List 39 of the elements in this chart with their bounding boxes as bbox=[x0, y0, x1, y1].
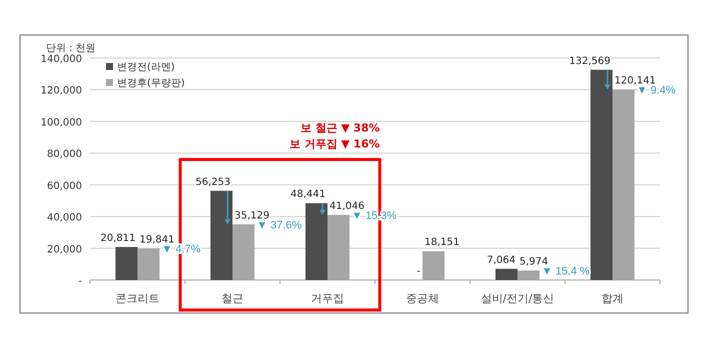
y-tick-label: 40,000 bbox=[47, 212, 82, 224]
data-label: 35,129 bbox=[234, 210, 270, 222]
bar bbox=[496, 268, 518, 280]
data-label: 7,064 bbox=[486, 254, 516, 266]
data-label: 56,253 bbox=[196, 176, 230, 188]
data-label: 19,841 bbox=[140, 234, 174, 246]
y-tick-label: 140,000 bbox=[40, 54, 82, 65]
data-label: 20,811 bbox=[100, 233, 136, 244]
data-label: 18,151 bbox=[424, 237, 460, 248]
annotation: ▼ 15.4 % bbox=[542, 266, 590, 278]
legend-label: 변경전(라멘) bbox=[117, 62, 175, 73]
y-tick-label: 60,000 bbox=[47, 180, 82, 192]
x-tick-label: 철근 bbox=[222, 292, 244, 305]
x-tick-label: 설비/전기/통신 bbox=[480, 292, 554, 305]
data-label: 120,141 bbox=[614, 75, 656, 86]
legend-label: 변경후(무량판) bbox=[117, 78, 185, 89]
x-tick-label: 중공체 bbox=[406, 292, 439, 305]
data-label: 41,046 bbox=[330, 200, 364, 212]
data-label: 132,569 bbox=[569, 56, 610, 67]
y-tick-label: - bbox=[78, 276, 82, 287]
data-label: 5,974 bbox=[520, 256, 548, 268]
annotation: 보 거푸집 ▼ 16% bbox=[289, 137, 380, 150]
annotation: 보 철근 ▼ 38% bbox=[300, 121, 380, 134]
y-axis-title: 단위 : 천원 bbox=[46, 43, 96, 54]
y-tick-label: 120,000 bbox=[40, 86, 82, 97]
y-tick-label: 20,000 bbox=[47, 244, 82, 256]
annotation: ▼ 9.4% bbox=[636, 84, 676, 96]
text: - bbox=[416, 266, 420, 277]
y-tick-label: 100,000 bbox=[40, 117, 82, 128]
bar bbox=[116, 247, 138, 280]
x-tick-label: 합계 bbox=[602, 292, 624, 305]
x-tick-label: 거푸집 bbox=[311, 292, 344, 305]
x-tick-label: 콘크리트 bbox=[116, 292, 160, 305]
bar bbox=[306, 203, 328, 280]
y-tick-label: 80,000 bbox=[47, 149, 82, 160]
bar bbox=[210, 190, 232, 280]
data-label: 48,441 bbox=[290, 189, 326, 200]
bar bbox=[590, 70, 612, 280]
annotation: ▼ 37.6% bbox=[256, 219, 302, 232]
